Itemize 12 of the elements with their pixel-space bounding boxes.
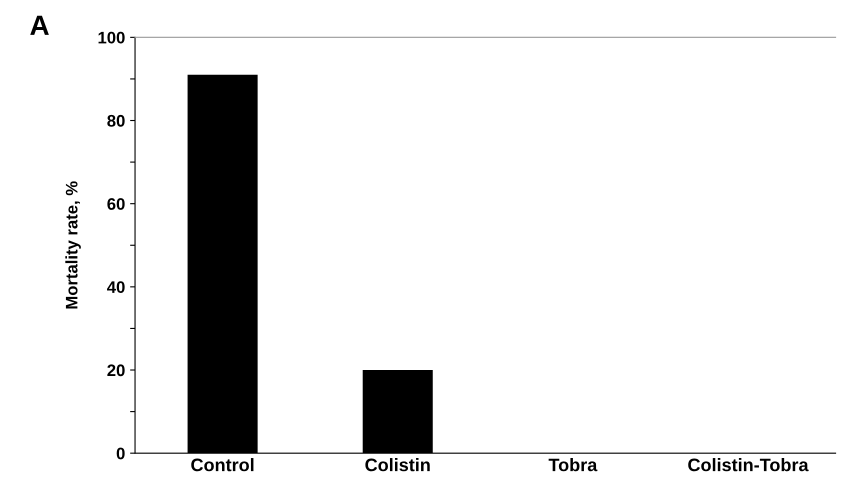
y-tick-label: 80	[107, 114, 125, 127]
y-tick-label: 0	[116, 448, 125, 460]
y-tick-label: 20	[107, 364, 125, 376]
y-tick-label: 60	[107, 198, 125, 210]
x-tick-label: Control	[191, 458, 254, 472]
y-tick-label: 40	[107, 281, 125, 294]
x-tick-label: Colistin	[365, 458, 430, 472]
x-tick-label: Tobra	[548, 458, 598, 472]
x-tick-label: Colistin-Tobra	[688, 458, 809, 472]
y-axis-title: Mortality rate, %	[65, 181, 81, 309]
chart-title: A	[30, 16, 49, 35]
y-tick-label: 100	[98, 32, 125, 44]
